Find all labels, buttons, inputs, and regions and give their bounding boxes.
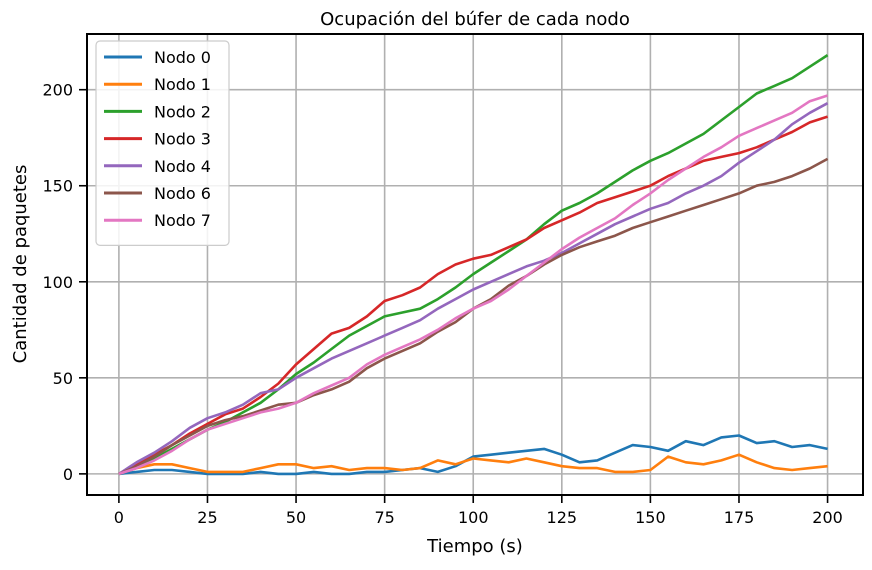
plot-frame [86,33,864,496]
series-line-nodo-4 [118,102,829,475]
legend-label: Nodo 6 [154,184,211,203]
x-tick-label: 100 [458,508,489,527]
legend-label: Nodo 4 [154,157,211,176]
legend-label: Nodo 7 [154,211,211,230]
legend: Nodo 0 Nodo 1 Nodo 2 Nodo 3 Nodo 4 Nodo 6 Nodo… [95,40,230,246]
series-line-nodo-1 [118,453,828,476]
x-tick-label: 150 [635,508,666,527]
y-axis-label: Cantidad de paquetes [10,165,31,364]
series-line-nodo-0 [118,434,828,476]
x-tick-label: 25 [197,508,217,527]
legend-label: Nodo 2 [154,102,211,121]
series-line-nodo-7 [118,94,828,476]
series-lines [118,54,829,476]
x-tick-label: 125 [547,508,578,527]
series-line-nodo-2 [118,54,829,476]
legend-label: Nodo 1 [154,75,211,94]
x-tick-label: 75 [374,508,394,527]
y-tick-label: 150 [42,177,73,196]
y-tick-label: 200 [42,81,73,100]
x-tick-label: 50 [286,508,306,527]
y-tick-label: 100 [42,273,73,292]
x-axis-ticks: 0 25 50 75 100 125 150 175 200 [114,495,843,527]
x-tick-label: 0 [114,508,124,527]
x-tick-label: 175 [724,508,755,527]
x-tick-label: 200 [812,508,843,527]
grid [87,34,863,495]
chart-title: Ocupación del búfer de cada nodo [320,9,630,30]
legend-label: Nodo 3 [154,130,211,149]
y-tick-label: 50 [53,369,73,388]
y-axis-ticks: 0 50 100 150 200 [42,81,87,484]
legend-label: Nodo 0 [154,48,211,67]
series-line-nodo-3 [118,115,829,476]
x-axis-label: Tiempo (s) [426,536,523,557]
y-tick-label: 0 [63,465,73,484]
